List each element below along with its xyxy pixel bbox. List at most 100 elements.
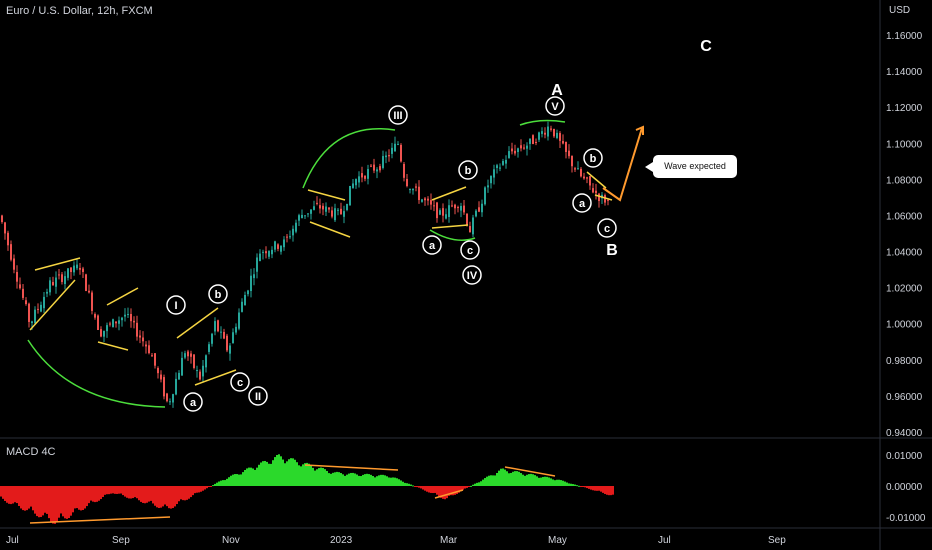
macd-bar (570, 483, 572, 486)
candle-body (430, 200, 432, 205)
candle-body (259, 253, 261, 261)
candle-body (121, 317, 123, 321)
macd-bar (208, 486, 210, 488)
candle-body (145, 344, 147, 347)
wave-label-circle (166, 295, 186, 315)
macd-bar (526, 474, 528, 486)
candle-body (274, 241, 276, 250)
indicator-title: MACD 4C (6, 446, 56, 458)
candle-body (40, 304, 42, 312)
macd-bar (114, 486, 116, 494)
macd-bar (494, 475, 496, 486)
candle-body (337, 209, 339, 211)
macd-bar (424, 486, 426, 491)
macd-tick-label: 0.01000 (886, 451, 923, 462)
candle-body (607, 199, 609, 201)
wave-label: B (606, 242, 618, 259)
candle-body (82, 268, 84, 272)
wave-label: c (237, 377, 243, 389)
macd-bar (300, 466, 302, 486)
macd-bar (510, 472, 512, 486)
macd-bar (472, 484, 474, 486)
candle-body (499, 167, 501, 169)
price-tick-label: 0.96000 (886, 392, 923, 403)
macd-bar (306, 462, 308, 486)
candle-body (529, 138, 531, 144)
candle-body (154, 353, 156, 366)
candle-body (394, 143, 396, 152)
candle-body (247, 290, 249, 295)
macd-bar (160, 486, 162, 508)
candle-body (67, 268, 69, 278)
candle-body (598, 193, 600, 202)
candle-body (493, 169, 495, 178)
candle-body (367, 169, 369, 179)
macd-bar (156, 486, 158, 508)
candle-body (184, 353, 186, 358)
candle-body (91, 292, 93, 311)
candle-body (58, 274, 60, 276)
macd-bar (62, 486, 64, 517)
macd-bar (230, 475, 232, 486)
candle-body (352, 183, 354, 188)
macd-bar (354, 473, 356, 486)
macd-bar (12, 486, 14, 504)
candle-body (568, 150, 570, 157)
candle-body (157, 367, 159, 374)
macd-bar (556, 479, 558, 486)
macd-bar (418, 486, 420, 488)
wave-label: A (551, 82, 563, 99)
wave-arc (429, 229, 476, 241)
macd-bar (8, 486, 10, 504)
macd-bar (564, 481, 566, 486)
candle-body (124, 314, 126, 317)
candle-body (223, 332, 225, 339)
candle-body (520, 145, 522, 149)
price-tick-label: 0.98000 (886, 356, 923, 367)
macd-bar (50, 486, 52, 522)
candle-body (346, 203, 348, 210)
macd-bar (594, 486, 596, 491)
candle-body (238, 312, 240, 329)
macd-bar (52, 486, 54, 524)
candle-body (475, 210, 477, 217)
macd-bar (358, 475, 360, 486)
macd-bar (68, 486, 70, 518)
macd-bar (320, 467, 322, 486)
time-tick-label: Jul (6, 535, 19, 546)
macd-bar (100, 486, 102, 500)
wave-label: a (190, 397, 197, 409)
candle-body (265, 251, 267, 254)
macd-bar (48, 486, 50, 519)
macd-bar (260, 462, 262, 486)
candle-body (481, 203, 483, 213)
macd-bar (410, 484, 412, 486)
macd-bar (408, 483, 410, 486)
candle-body (64, 276, 66, 285)
macd-bar (488, 475, 490, 486)
macd-bar (16, 486, 18, 504)
macd-bar (20, 486, 22, 509)
trend-line (309, 221, 351, 238)
macd-bar (94, 486, 96, 503)
macd-bar (66, 486, 68, 519)
candle-body (547, 126, 549, 137)
macd-bar (158, 486, 160, 508)
macd-bar (516, 471, 518, 486)
macd-bar (36, 486, 38, 517)
macd-bar (376, 476, 378, 486)
macd-bar (232, 474, 234, 486)
candle-body (205, 355, 207, 368)
macd-bar (278, 454, 280, 486)
macd-bar (466, 486, 468, 488)
candle-body (484, 187, 486, 205)
candle-body (307, 213, 309, 215)
macd-bar (348, 473, 350, 486)
price-tick-label: 1.10000 (886, 139, 923, 150)
macd-bar (518, 471, 520, 486)
macd-bar (254, 469, 256, 486)
candle-body (403, 163, 405, 178)
macd-bar (502, 468, 504, 486)
candle-body (313, 206, 315, 210)
